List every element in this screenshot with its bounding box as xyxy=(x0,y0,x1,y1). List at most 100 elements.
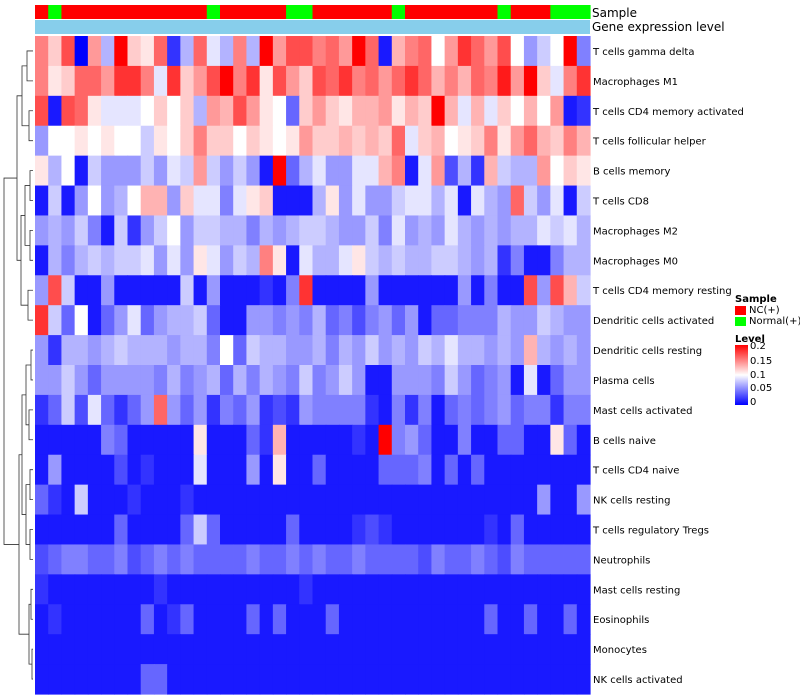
heatmap-cell xyxy=(127,514,142,546)
sample-annotation-cell xyxy=(259,5,274,19)
heatmap-cell xyxy=(325,275,340,306)
heatmap-cell xyxy=(299,215,314,246)
level-tick-0: 0 xyxy=(750,397,757,408)
heatmap-cell xyxy=(193,275,208,306)
heatmap-cell xyxy=(61,245,76,276)
sample-track-label: Sample xyxy=(592,6,637,20)
heatmap-cell xyxy=(272,65,287,97)
heatmap-cell xyxy=(153,275,168,306)
heatmap-cell xyxy=(576,484,591,516)
heatmap-cell xyxy=(457,484,472,516)
row-label: T cells gamma delta xyxy=(592,47,694,58)
heatmap-cell xyxy=(471,215,485,246)
heatmap-cell xyxy=(325,514,340,546)
heatmap-cell xyxy=(523,484,538,516)
heatmap-cell xyxy=(563,125,578,157)
heatmap-cell xyxy=(74,634,89,665)
heatmap-cell xyxy=(246,65,261,97)
heatmap-cell xyxy=(537,185,551,217)
heatmap-cell xyxy=(206,424,221,456)
heatmap-cell xyxy=(391,185,406,217)
heatmap-cell xyxy=(484,36,499,67)
heatmap-cell xyxy=(114,394,129,426)
heatmap-cell xyxy=(576,36,591,67)
heatmap-cell xyxy=(153,394,168,426)
heatmap-cell xyxy=(206,215,221,246)
heatmap-cell xyxy=(167,125,181,157)
heatmap-cell xyxy=(246,424,261,456)
heatmap-cell xyxy=(127,305,142,336)
heatmap-cell xyxy=(101,95,115,127)
heatmap-cell xyxy=(299,424,314,456)
heatmap-cell xyxy=(167,394,181,426)
heatmap-cell xyxy=(140,305,155,336)
heatmap-cell xyxy=(444,604,459,635)
heatmap-cell xyxy=(418,484,433,516)
heatmap-cell xyxy=(391,245,406,276)
heatmap-cell xyxy=(338,454,353,486)
heatmap-cell xyxy=(378,454,393,486)
heatmap-cell xyxy=(365,65,380,97)
heatmap-cell xyxy=(233,275,248,306)
heatmap-cell xyxy=(537,36,551,67)
heatmap-cell xyxy=(272,484,287,516)
heatmap-cell xyxy=(444,245,459,276)
heatmap-cell xyxy=(180,544,195,575)
heatmap-cell xyxy=(127,544,142,575)
heatmap-cell xyxy=(510,664,525,695)
heatmap-cell xyxy=(299,125,314,157)
heatmap-cell xyxy=(180,424,195,456)
sample-annotation-cell xyxy=(523,5,538,19)
heatmap-cell xyxy=(497,484,512,516)
heatmap-cell xyxy=(140,95,155,127)
heatmap-cell xyxy=(457,95,472,127)
heatmap-cell xyxy=(259,65,274,97)
heatmap-cell xyxy=(431,36,446,67)
heatmap-cell xyxy=(74,454,89,486)
heatmap-cell xyxy=(378,664,393,695)
heatmap-cell xyxy=(259,574,274,605)
heatmap-cell xyxy=(87,36,102,67)
heatmap-cell xyxy=(114,275,129,306)
heatmap-cell xyxy=(259,95,274,127)
heatmap-cell xyxy=(259,36,274,67)
heatmap-cell xyxy=(246,125,261,157)
heatmap-cell xyxy=(352,634,366,665)
heatmap-cell xyxy=(246,484,261,516)
heatmap-cell xyxy=(550,544,565,575)
heatmap-cell xyxy=(431,604,446,635)
heatmap-cell xyxy=(405,514,419,546)
heatmap-cell xyxy=(576,215,591,246)
sample-annotation-cell xyxy=(114,5,129,19)
heatmap-cell xyxy=(510,394,525,426)
heatmap-cell xyxy=(61,454,76,486)
heatmap-cell xyxy=(352,125,366,157)
heatmap-cell xyxy=(418,245,433,276)
dendrogram-branch xyxy=(25,484,30,545)
heatmap-cell xyxy=(576,544,591,575)
heatmap-cell xyxy=(299,664,314,695)
heatmap-cell xyxy=(206,305,221,336)
heatmap-cell xyxy=(418,36,433,67)
heatmap-cell xyxy=(471,65,485,97)
heatmap-cell xyxy=(114,604,129,635)
heatmap-cell xyxy=(140,454,155,486)
heatmap-cell xyxy=(405,604,419,635)
heatmap-cell xyxy=(246,634,261,665)
heatmap-cell xyxy=(87,155,102,187)
sample-annotation-cell xyxy=(272,5,287,19)
heatmap-cell xyxy=(523,275,538,306)
heatmap-cell xyxy=(523,664,538,695)
dendrogram-branch xyxy=(27,289,33,321)
heatmap-cell xyxy=(153,574,168,605)
heatmap-cell xyxy=(48,544,63,575)
heatmap-cell xyxy=(193,245,208,276)
heatmap-cell xyxy=(444,514,459,546)
row-label: Macrophages M1 xyxy=(593,77,678,88)
heatmap-cell xyxy=(272,275,287,306)
heatmap-cell xyxy=(48,574,63,605)
heatmap-cell xyxy=(563,544,578,575)
heatmap-cell xyxy=(484,95,499,127)
heatmap-cell xyxy=(286,484,300,516)
heatmap-cell xyxy=(457,394,472,426)
